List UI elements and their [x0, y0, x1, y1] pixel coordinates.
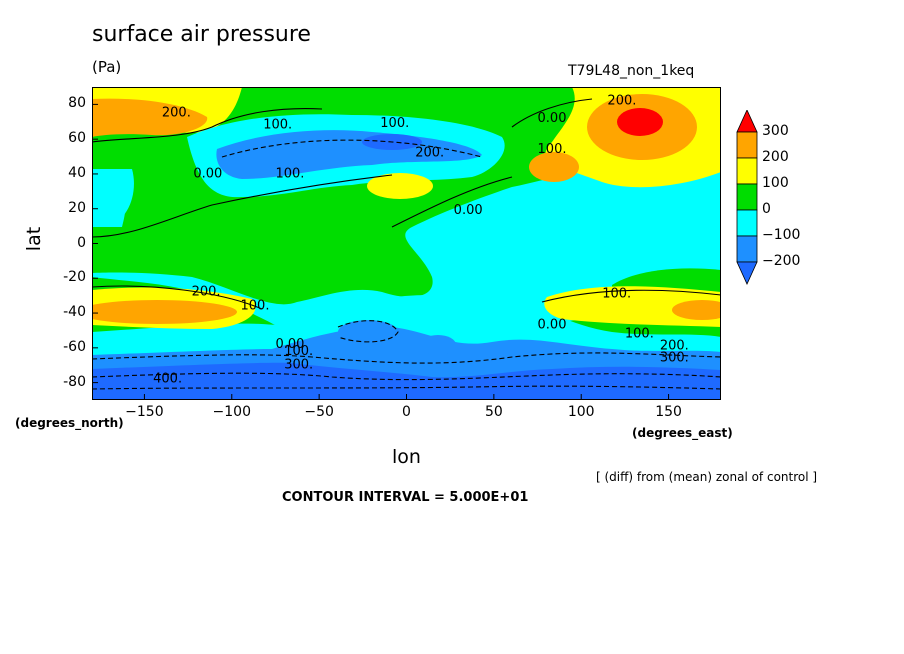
contour-label: 0.00	[538, 318, 567, 333]
contour-label: 0.00	[538, 111, 567, 126]
contour-label: 100.	[275, 166, 304, 181]
x-tick-label: −150	[125, 404, 164, 420]
colorbar-box	[736, 157, 758, 185]
contour-label: 200.	[415, 146, 444, 161]
tropics-cyan-west	[92, 169, 134, 217]
contour-label: 200.	[607, 93, 636, 108]
x-tick-label: 100	[567, 404, 595, 420]
contour-line	[92, 285, 263, 310]
contour-line	[391, 176, 513, 228]
high-pacific-orange	[92, 98, 208, 137]
x-tick-label: 150	[655, 404, 682, 420]
x-axis-label: lon	[392, 446, 421, 468]
chart-units: (Pa)	[92, 58, 122, 76]
contour-line-dashed	[221, 139, 483, 158]
contour-line-dashed	[92, 352, 721, 364]
low-south-2	[420, 335, 456, 355]
colorbar-tick-label: 0	[762, 201, 771, 217]
y-tick-label: 60	[68, 130, 86, 147]
contour-label: 100.	[380, 116, 409, 131]
x-tick-label: 50	[484, 404, 503, 420]
high-siberia-orange	[529, 152, 579, 182]
colorbar	[736, 110, 758, 285]
y-tick-label: -20	[63, 269, 86, 286]
x-tick-label: 0	[402, 404, 411, 420]
colorbar-box	[736, 110, 758, 133]
contour-interval: CONTOUR INTERVAL = 5.000E+01	[282, 490, 529, 505]
contour-line-dashed	[337, 320, 399, 343]
contour-label: 100.	[284, 344, 313, 359]
colorbar-box	[736, 235, 758, 263]
contour-line	[511, 98, 593, 128]
contour-label: 200.	[192, 285, 221, 300]
high-south-indian-orange	[672, 300, 721, 320]
x-tick-label: −50	[304, 404, 334, 420]
contour-label: 200.	[162, 106, 191, 121]
colorbar-box	[736, 261, 758, 285]
x-unit-label: (degrees_east)	[632, 426, 733, 440]
y-tick-label: -40	[63, 304, 86, 321]
colorbar-tick-label: 300	[762, 123, 789, 139]
y-tick-label: -80	[63, 373, 86, 390]
y-tick-label: 40	[68, 164, 86, 181]
contour-label: 100.	[538, 142, 567, 157]
contour-line	[92, 174, 393, 238]
y-tick-label: -60	[63, 338, 86, 355]
chart-title: surface air pressure	[92, 22, 311, 47]
x-tick-label: −100	[212, 404, 251, 420]
y-tick-label: 80	[68, 95, 86, 112]
colorbar-tick-label: 200	[762, 149, 789, 165]
contour-label: 0.00	[193, 166, 222, 181]
contour-label: 400.	[153, 372, 182, 387]
high-center-yellow	[367, 173, 433, 199]
contour-label: 100.	[263, 118, 292, 133]
field-deepblue-south	[92, 362, 721, 400]
contour-line	[541, 289, 721, 303]
contour-line-dashed	[92, 385, 721, 390]
contour-label: 200.	[660, 339, 689, 354]
contour-label: 300.	[660, 351, 689, 366]
low-south-1	[338, 320, 398, 344]
y-tick-label: 20	[68, 199, 86, 216]
colorbar-box	[736, 131, 758, 159]
colorbar-tick-label: −200	[762, 253, 801, 269]
contour-label: 100.	[602, 286, 631, 301]
contour-label: 300.	[284, 358, 313, 373]
high-south-indian-yellow	[544, 286, 721, 327]
y-axis-label: lat	[23, 226, 46, 252]
high-asia-red	[617, 108, 663, 136]
contour-line	[92, 108, 323, 143]
run-label: T79L48_non_1keq	[568, 63, 695, 79]
contour-label: 100.	[241, 299, 270, 314]
contour-label: 100.	[625, 326, 654, 341]
contour-label: 0.00	[275, 337, 304, 352]
colorbar-tick-label: 100	[762, 175, 789, 191]
contour-label: 0.00	[454, 203, 483, 218]
comparison-note: [ (diff) from (mean) zonal of control ]	[596, 470, 818, 484]
colorbar-box	[736, 209, 758, 237]
colorbar-box	[736, 183, 758, 211]
colorbar-tick-label: −100	[762, 227, 801, 243]
high-south-pacific-orange	[92, 300, 237, 324]
y-unit-label: (degrees_north)	[15, 416, 124, 430]
y-tick-label: 0	[77, 234, 86, 251]
